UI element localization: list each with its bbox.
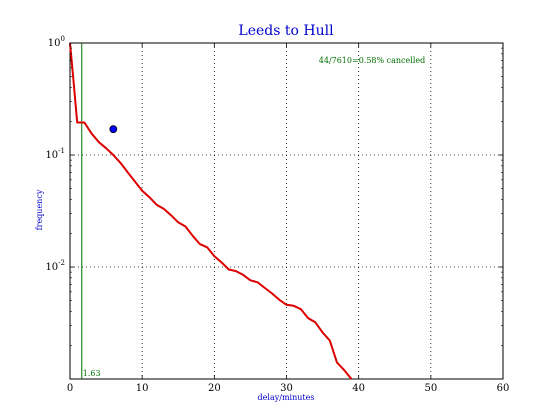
cancelled-annotation: 44/7610=0.58% cancelled: [319, 56, 425, 65]
delay-frequency-line: [69, 42, 353, 380]
x-tick-label: 20: [208, 383, 221, 394]
x-tick-label: 0: [67, 383, 73, 394]
y-tick-label: 10-2: [45, 259, 65, 273]
y-tick-label: 100: [48, 35, 65, 49]
data-point-marker: [109, 125, 118, 134]
y-tick-label: 10-1: [45, 147, 65, 161]
chart-title: Leeds to Hull: [238, 23, 334, 39]
x-tick-label: 60: [497, 383, 510, 394]
y-axis-label: frequency: [35, 189, 44, 230]
x-axis-label: delay/minutes: [258, 393, 315, 402]
x-tick-label: 40: [352, 383, 365, 394]
x-tick-label: 30: [280, 383, 293, 394]
grid: [70, 43, 503, 379]
x-tick-label: 10: [136, 383, 149, 394]
x-tick-label: 50: [424, 383, 437, 394]
median-label: 1.63: [83, 369, 101, 378]
